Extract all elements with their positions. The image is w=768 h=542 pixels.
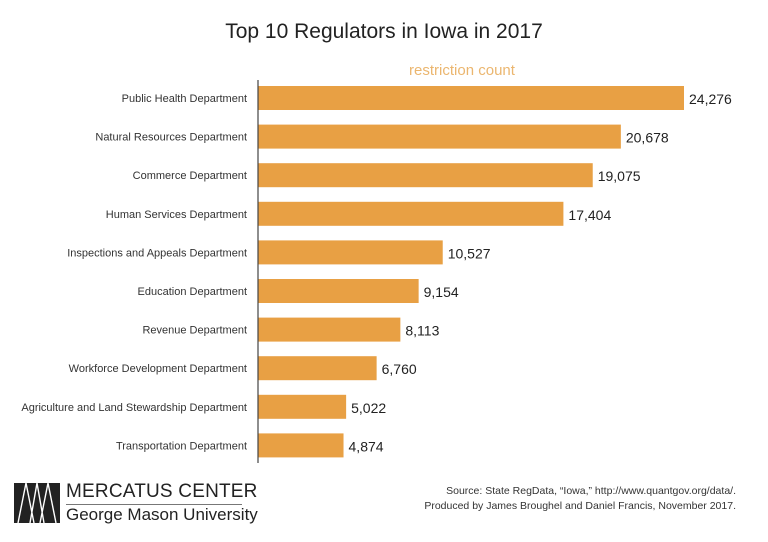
category-label: Transportation Department <box>116 440 247 452</box>
data-label: 20,678 <box>626 130 669 146</box>
logo-line1: MERCATUS CENTER <box>66 481 258 502</box>
mercatus-logo-mark <box>14 482 60 524</box>
source-note: Source: State RegData, “Iowa,” http://ww… <box>424 484 736 514</box>
data-label: 9,154 <box>424 284 459 300</box>
bar <box>258 279 419 303</box>
bar <box>258 394 347 419</box>
mercatus-logo: MERCATUS CENTER George Mason University <box>14 481 258 528</box>
bar <box>258 86 684 110</box>
data-label: 24,276 <box>689 91 732 107</box>
logo-line2: George Mason University <box>66 505 258 524</box>
data-label: 17,404 <box>568 207 611 223</box>
data-label: 8,113 <box>405 323 439 339</box>
category-label: Workforce Development Department <box>69 363 247 375</box>
data-label: 4,874 <box>349 438 384 454</box>
category-label: Commerce Department <box>133 170 247 182</box>
data-label: 5,022 <box>351 400 386 416</box>
chart-title: Top 10 Regulators in Iowa in 2017 <box>225 20 543 43</box>
category-label: Education Department <box>138 286 247 298</box>
source-line-2: Produced by James Broughel and Daniel Fr… <box>424 500 736 512</box>
bar <box>258 163 593 188</box>
bar <box>258 317 401 342</box>
bar <box>258 201 564 226</box>
bar <box>258 240 443 265</box>
category-label: Public Health Department <box>122 93 247 105</box>
bar <box>258 124 621 149</box>
category-label: Natural Resources Department <box>95 132 247 144</box>
data-label: 10,527 <box>448 245 491 261</box>
bar <box>258 356 377 381</box>
x-axis-label: restriction count <box>409 62 516 79</box>
source-line-1: Source: State RegData, “Iowa,” http://ww… <box>446 485 736 497</box>
data-label: 19,075 <box>598 168 641 184</box>
category-label: Inspections and Appeals Department <box>67 247 247 259</box>
bar <box>258 433 344 458</box>
data-label: 6,760 <box>382 361 417 377</box>
category-label: Agriculture and Land Stewardship Departm… <box>21 402 247 414</box>
logo-divider <box>66 504 242 505</box>
category-label: Human Services Department <box>106 209 247 221</box>
category-label: Revenue Department <box>142 325 247 337</box>
